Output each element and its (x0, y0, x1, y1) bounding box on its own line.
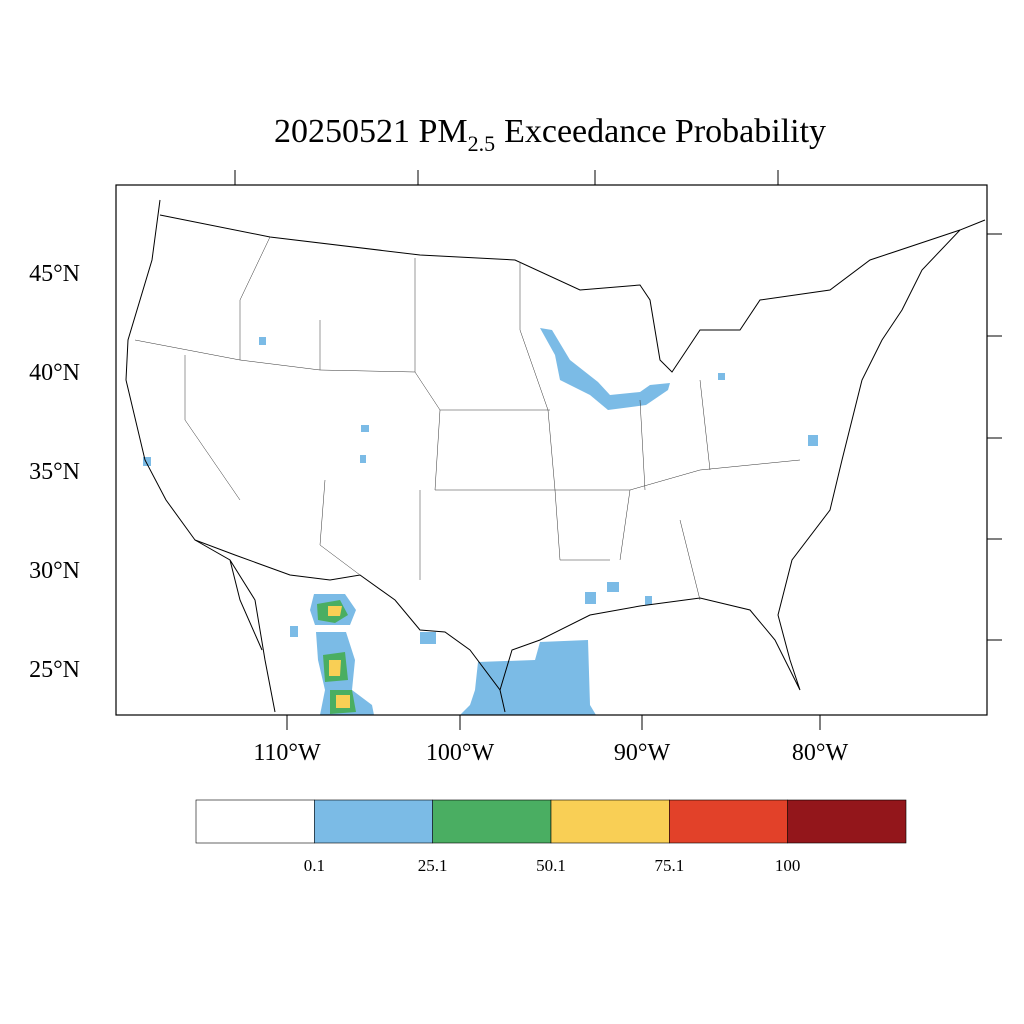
title-prefix: 20250521 PM (274, 113, 468, 150)
colorbar-box (314, 799, 433, 844)
lat-label: 30°N (29, 558, 80, 584)
frame-ticks (234, 170, 1002, 730)
colorbar-label: 25.1 (418, 856, 448, 875)
title-subscript: 2.5 (468, 131, 496, 156)
lon-label: 100°W (426, 740, 495, 766)
colorbar-box (432, 799, 552, 844)
lat-label: 40°N (29, 360, 80, 386)
lat-label: 25°N (29, 657, 80, 683)
colorbar-label: 50.1 (536, 856, 566, 875)
lon-label: 110°W (253, 740, 321, 766)
lon-label: 80°W (792, 740, 849, 766)
colorbar-box (550, 799, 670, 844)
lon-label: 90°W (614, 740, 671, 766)
map-frame (115, 184, 988, 716)
colorbar-label: 100 (775, 856, 801, 875)
colorbar: 0.1 25.1 50.1 75.1 100 (195, 799, 907, 875)
colorbar-label: 0.1 (304, 856, 325, 875)
lon-labels: 110°W 100°W 90°W 80°W (253, 740, 848, 766)
colorbar-box (195, 799, 315, 844)
colorbar-label: 75.1 (654, 856, 684, 875)
map (115, 170, 1002, 730)
title: 20250521 PM2.5 Exceedance Probability (274, 113, 826, 156)
colorbar-box (787, 799, 907, 844)
lat-label: 35°N (29, 459, 80, 485)
lat-label: 45°N (29, 261, 80, 287)
colorbar-box (669, 799, 788, 844)
lat-labels: 45°N 40°N 35°N 30°N 25°N (29, 261, 80, 683)
title-suffix: Exceedance Probability (504, 113, 826, 150)
probability-patches (143, 328, 818, 715)
